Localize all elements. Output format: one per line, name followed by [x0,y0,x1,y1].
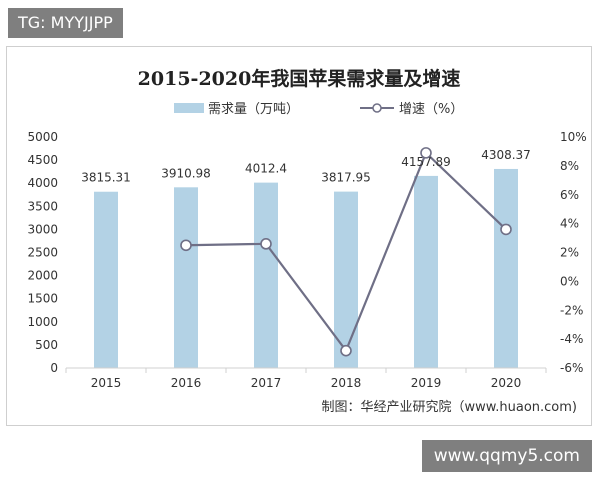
y-left-tick-label: 3500 [27,199,58,213]
chart-title: 2015-2020年我国苹果需求量及增速 [138,67,461,90]
chart-frame: 2015-2020年我国苹果需求量及增速需求量（万吨） 增速（%） 0 500 1000… [6,46,592,426]
chart-source: 制图：华经产业研究院（www.huaon.com) [322,400,577,415]
y-left-tick-label: 4000 [27,176,58,190]
watermark-bottom: www.qqmy5.com [421,440,592,472]
x-tick-label: 2018 [331,376,362,390]
x-tick-label: 2020 [491,376,522,390]
y-left-tick-label: 1000 [27,315,58,329]
y-right-tick-label: 8% [560,159,579,173]
y-right-tick-label: 10% [560,130,587,144]
y-right-tick-label: 0% [560,274,579,288]
x-tick-label: 2019 [411,376,442,390]
y-right-tick-label: -6% [560,361,583,375]
bar-value-label: 3815.31 [81,171,131,185]
x-tick-label: 2017 [251,376,282,390]
x-tick-label: 2015 [91,376,122,390]
bar-value-label: 3817.95 [321,171,371,185]
y-left-tick-label: 2000 [27,269,58,283]
bar-value-label: 4157.89 [401,155,451,169]
growth-point-2019 [420,147,432,159]
growth-point-2017 [260,238,272,250]
bar-2018 [334,191,358,368]
x-tick-label: 2016 [171,376,202,390]
bar-2016 [174,187,198,368]
y-left-tick-label: 500 [35,338,58,352]
y-left-tick-label: 0 [50,361,58,375]
y-right-tick-label: -4% [560,332,583,346]
y-right-tick-label: 4% [560,217,579,231]
y-left-tick-label: 3000 [27,222,58,236]
bar-value-label: 4308.37 [481,148,531,162]
legend-line-label: 增速（%） [399,102,463,117]
watermark-top: TG: MYYJJPP [8,8,123,38]
bar-2020 [494,168,518,368]
legend-bar-swatch [174,103,204,113]
legend-line-marker [372,103,382,113]
y-left-tick-label: 1500 [27,292,58,306]
bar-2015 [94,191,118,368]
growth-point-2018 [340,344,352,357]
y-right-tick-label: 6% [560,188,579,202]
bar-value-label: 3910.98 [161,166,211,180]
growth-point-2016 [180,239,192,252]
bar-2017 [254,182,278,368]
legend-bar-label: 需求量（万吨） [208,102,299,117]
y-left-tick-label: 2500 [27,246,58,260]
y-right-tick-label: -2% [560,303,583,317]
bar-value-label: 4012.4 [245,162,287,176]
bar-2019 [414,175,438,368]
y-left-tick-label: 5000 [27,130,58,144]
growth-point-2020 [500,223,512,236]
y-left-tick-label: 4500 [27,153,58,167]
y-right-tick-label: 2% [560,246,579,260]
